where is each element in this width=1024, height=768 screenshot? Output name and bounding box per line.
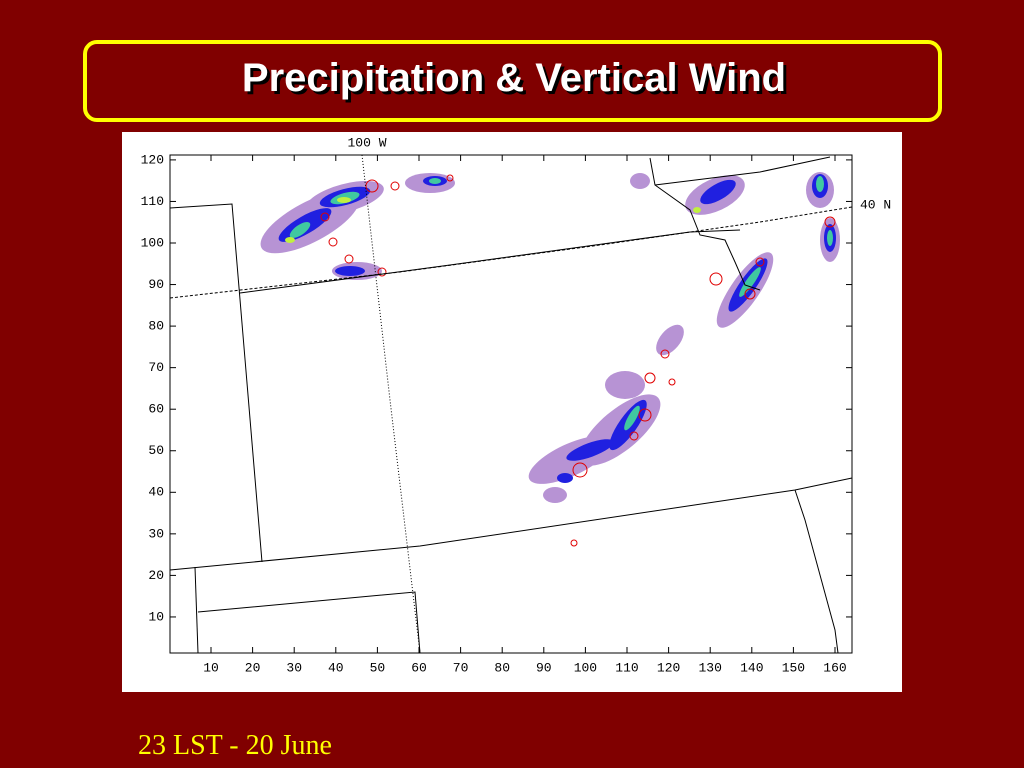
plot-frame xyxy=(169,154,853,654)
y-tick-label: 120 xyxy=(141,152,164,167)
y-tick-label: 80 xyxy=(148,319,164,334)
x-tick-label: 60 xyxy=(411,660,427,675)
caption: 23 LST - 20 June xyxy=(138,730,332,761)
y-tick-label: 70 xyxy=(148,360,164,375)
title-box xyxy=(83,40,942,122)
y-tick-label: 90 xyxy=(148,277,164,292)
x-tick-label: 70 xyxy=(453,660,469,675)
map-borders xyxy=(169,154,853,654)
x-tick-label: 90 xyxy=(536,660,552,675)
parallel-label: 40 N xyxy=(860,197,891,212)
y-tick-label: 60 xyxy=(148,402,164,417)
x-tick-label: 150 xyxy=(782,660,805,675)
meridian-label: 100 W xyxy=(347,135,386,150)
x-tick-label: 140 xyxy=(740,660,763,675)
x-tick-label: 20 xyxy=(245,660,261,675)
x-tick-label: 100 xyxy=(574,660,597,675)
y-tick-label: 110 xyxy=(141,194,164,209)
figure-background xyxy=(122,132,902,692)
x-tick-label: 120 xyxy=(657,660,680,675)
x-tick-label: 160 xyxy=(823,660,846,675)
title-shadow: Precipitation & Vertical Wind xyxy=(245,59,789,103)
y-tick-label: 100 xyxy=(141,235,164,250)
y-tick-label: 50 xyxy=(148,443,164,458)
y-tick-label: 20 xyxy=(148,568,164,583)
title: Precipitation & Vertical Wind xyxy=(242,56,786,100)
x-tick-label: 10 xyxy=(203,660,219,675)
x-tick-label: 50 xyxy=(370,660,386,675)
vertical-wind-contours xyxy=(320,174,836,547)
x-tick-label: 80 xyxy=(494,660,510,675)
x-tick-label: 30 xyxy=(286,660,302,675)
y-tick-label: 10 xyxy=(148,609,164,624)
y-tick-label: 30 xyxy=(148,526,164,541)
x-tick-label: 110 xyxy=(615,660,638,675)
y-tick-label: 40 xyxy=(148,485,164,500)
x-tick-label: 40 xyxy=(328,660,344,675)
x-tick-label: 130 xyxy=(698,660,721,675)
